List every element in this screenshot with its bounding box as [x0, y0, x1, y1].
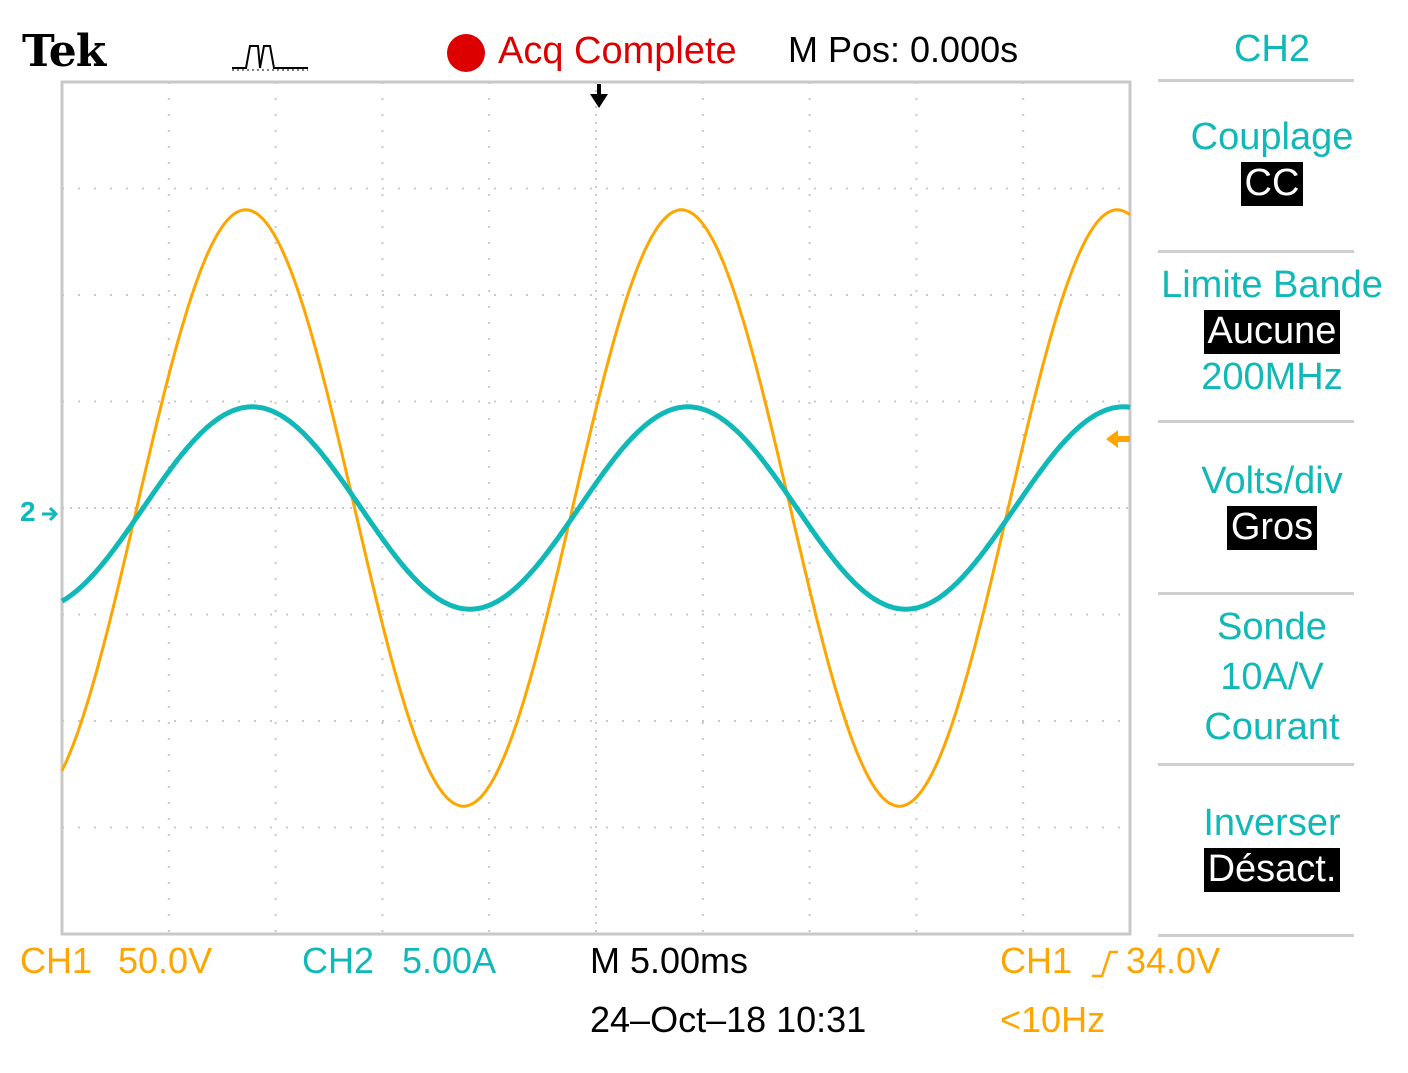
trigger-frequency: <10Hz: [1000, 999, 1106, 1040]
trigger-level: 34.0V: [1126, 940, 1221, 981]
menu-separator: [1158, 250, 1354, 253]
bandwidth-label: Limite Bande: [1161, 264, 1383, 306]
menu-title-channel: CH2: [1158, 30, 1386, 68]
ch2-ground-marker: 2: [20, 496, 36, 527]
coupling-value: CC: [1240, 162, 1304, 206]
timebase-readout: M 5.00ms: [590, 940, 749, 981]
rising-edge-icon: [1092, 950, 1118, 978]
probe-ratio: 10A/V: [1220, 656, 1324, 698]
trigger-position-icon: [590, 84, 608, 108]
volts-div-value: Gros: [1226, 506, 1318, 550]
m-pos-readout: M Pos: 0.000s: [788, 29, 1019, 70]
menu-separator: [1158, 79, 1354, 82]
menu-bandwidth-button[interactable]: Limite Bande Aucune 200MHz: [1158, 266, 1386, 396]
date-time: 24–Oct–18 10:31: [590, 999, 867, 1040]
menu-coupling-button[interactable]: Couplage CC: [1158, 118, 1386, 206]
bandwidth-value: Aucune: [1203, 310, 1341, 354]
menu-invert-button[interactable]: Inverser Désact.: [1158, 804, 1386, 892]
oscilloscope-screen: Tek Acq Complete M Pos: 0.000s 2 CH2 Cou…: [18, 18, 1388, 1052]
graticule-grid: [60, 80, 1132, 936]
menu-separator: [1158, 592, 1354, 595]
menu-separator: [1158, 763, 1354, 766]
brand-logo: Tek: [22, 26, 106, 77]
pulse-icon: [232, 45, 308, 71]
menu-separator: [1158, 934, 1354, 937]
ch2-label: CH2: [302, 940, 375, 981]
ch1-scale: 50.0V: [118, 940, 213, 981]
invert-label: Inverser: [1203, 802, 1341, 844]
ch1-label: CH1: [20, 940, 93, 981]
ch1-waveform: [60, 208, 1131, 808]
trigger-level-icon: [1106, 430, 1130, 448]
waveform-graticule: [60, 80, 1132, 936]
invert-value: Désact.: [1203, 848, 1341, 892]
trigger-source: CH1: [1000, 940, 1073, 981]
bandwidth-extra: 200MHz: [1201, 355, 1343, 398]
volts-div-label: Volts/div: [1201, 460, 1343, 502]
menu-probe-button[interactable]: Sonde 10A/V Courant: [1158, 608, 1386, 746]
probe-type: Courant: [1204, 706, 1340, 748]
ch2-scale: 5.00A: [402, 940, 497, 981]
acq-indicator-icon: [447, 34, 485, 72]
coupling-label: Couplage: [1190, 116, 1354, 158]
acq-status: Acq Complete: [498, 30, 737, 72]
probe-label: Sonde: [1217, 606, 1327, 648]
channel-title: CH2: [1233, 28, 1311, 70]
menu-volts-div-button[interactable]: Volts/div Gros: [1158, 462, 1386, 550]
menu-separator: [1158, 420, 1354, 423]
ch2-waveform: [60, 404, 1131, 612]
ch2-ground-arrow-icon: [42, 506, 59, 522]
